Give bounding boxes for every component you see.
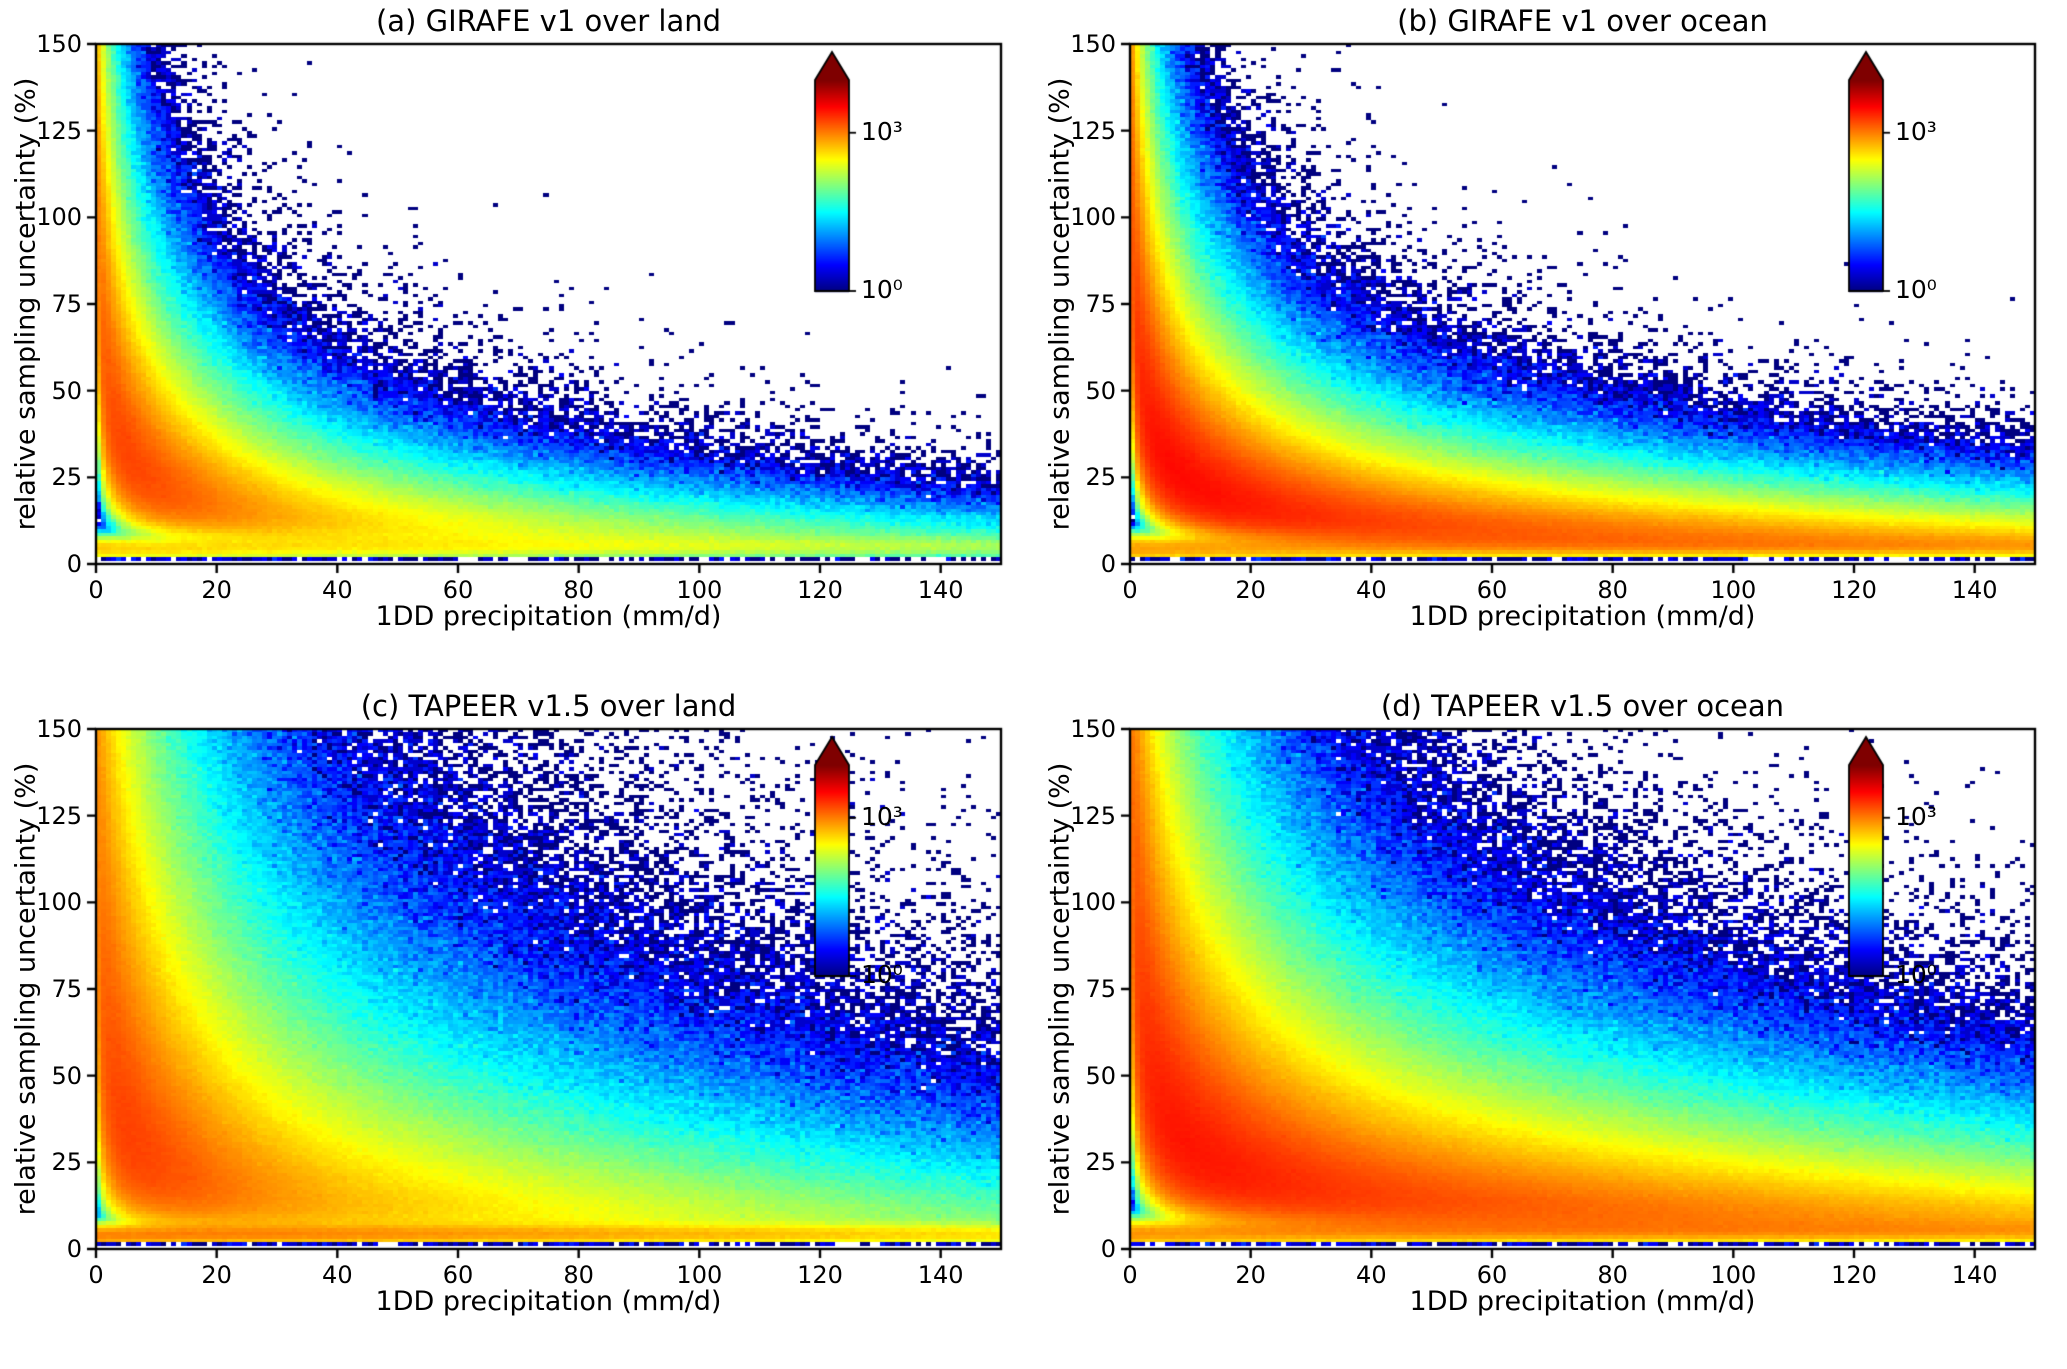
panel-d-y-axis-label: relative sampling uncertainty (%) xyxy=(1044,762,1076,1216)
colorbar-tick-label-bottom: 10⁰ xyxy=(1895,960,1937,989)
x-tick-label: 40 xyxy=(1356,576,1387,604)
panel-c-title: (c) TAPEER v1.5 over land xyxy=(360,689,737,723)
panel-a-density-canvas xyxy=(0,0,1033,684)
y-tick-label: 50 xyxy=(1085,1061,1116,1090)
x-tick-label: 20 xyxy=(1235,1261,1266,1289)
panel-a: (a) GIRAFE v1 over land relative samplin… xyxy=(0,0,1033,684)
colorbar-tick-label-bottom: 10⁰ xyxy=(1895,275,1937,304)
y-tick-label: 125 xyxy=(36,116,82,145)
y-tick-label: 0 xyxy=(1100,1235,1116,1263)
x-tick-label: 100 xyxy=(676,1261,723,1289)
x-tick-label: 100 xyxy=(1710,1261,1757,1289)
y-tick-label: 75 xyxy=(51,290,82,318)
x-tick-label: 60 xyxy=(442,1261,474,1289)
y-tick-label: 150 xyxy=(36,715,82,743)
x-tick-label: 60 xyxy=(442,576,474,604)
x-tick-label: 100 xyxy=(1710,576,1757,604)
colorbar-tick-label-bottom: 10⁰ xyxy=(861,960,903,989)
y-tick-label: 25 xyxy=(1085,463,1116,492)
y-tick-label: 125 xyxy=(1070,116,1116,145)
x-tick-label: 60 xyxy=(1476,576,1508,604)
panel-a-x-axis-label: 1DD precipitation (mm/d) xyxy=(375,601,722,632)
panel-d-x-axis-label: 1DD precipitation (mm/d) xyxy=(1409,1286,1756,1317)
x-tick-label: 80 xyxy=(1597,1261,1628,1289)
y-tick-label: 125 xyxy=(1070,801,1116,830)
y-tick-label: 150 xyxy=(36,30,82,58)
colorbar-tick-label-top: 10³ xyxy=(1895,116,1937,146)
x-tick-label: 0 xyxy=(1122,576,1138,604)
colorbar-tick-label-top: 10³ xyxy=(861,116,903,146)
x-tick-label: 40 xyxy=(322,1261,353,1289)
x-tick-label: 80 xyxy=(563,576,594,604)
panel-b-y-axis-label: relative sampling uncertainty (%) xyxy=(1044,77,1076,531)
panel-a-title: (a) GIRAFE v1 over land xyxy=(375,4,721,38)
x-tick-label: 120 xyxy=(797,1261,843,1289)
panel-b: (b) GIRAFE v1 over ocean relative sampli… xyxy=(1034,0,2067,684)
y-tick-label: 0 xyxy=(66,1235,82,1263)
panel-b-title: (b) GIRAFE v1 over ocean xyxy=(1397,4,1768,38)
y-tick-label: 150 xyxy=(1070,715,1116,743)
x-tick-label: 20 xyxy=(1235,576,1266,604)
y-tick-label: 0 xyxy=(1100,550,1116,578)
x-tick-label: 40 xyxy=(322,576,353,604)
x-tick-label: 120 xyxy=(1831,576,1877,604)
x-tick-label: 80 xyxy=(1597,576,1628,604)
y-tick-label: 0 xyxy=(66,550,82,578)
x-tick-label: 80 xyxy=(563,1261,594,1289)
x-tick-label: 140 xyxy=(1951,1261,1998,1289)
x-tick-label: 120 xyxy=(1831,1261,1877,1289)
y-tick-label: 75 xyxy=(1085,975,1116,1003)
panel-c-density-canvas xyxy=(0,685,1033,1369)
x-tick-label: 20 xyxy=(201,576,232,604)
colorbar-tick-label-top: 10³ xyxy=(861,801,903,831)
y-tick-label: 50 xyxy=(51,376,82,405)
panel-d-density-canvas xyxy=(1034,685,2067,1369)
y-tick-label: 100 xyxy=(1070,888,1116,917)
x-tick-label: 0 xyxy=(88,576,104,604)
y-tick-label: 25 xyxy=(51,1148,82,1177)
panel-b-density-canvas xyxy=(1034,0,2067,684)
panel-d: (d) TAPEER v1.5 over ocean relative samp… xyxy=(1034,685,2067,1369)
y-tick-label: 25 xyxy=(51,463,82,492)
x-tick-label: 0 xyxy=(1122,1261,1138,1289)
x-tick-label: 140 xyxy=(917,576,964,604)
x-tick-label: 20 xyxy=(201,1261,232,1289)
x-tick-label: 140 xyxy=(917,1261,964,1289)
colorbar-tick-label-top: 10³ xyxy=(1895,801,1937,831)
panel-d-title: (d) TAPEER v1.5 over ocean xyxy=(1380,689,1785,723)
x-tick-label: 100 xyxy=(676,576,723,604)
colorbar-tick-label-bottom: 10⁰ xyxy=(861,275,903,304)
y-tick-label: 125 xyxy=(36,801,82,830)
y-tick-label: 75 xyxy=(51,975,82,1003)
x-tick-label: 140 xyxy=(1951,576,1998,604)
y-tick-label: 100 xyxy=(1070,203,1116,232)
y-tick-label: 100 xyxy=(36,888,82,917)
x-tick-label: 0 xyxy=(88,1261,104,1289)
y-tick-label: 25 xyxy=(1085,1148,1116,1177)
y-tick-label: 50 xyxy=(51,1061,82,1090)
x-tick-label: 60 xyxy=(1476,1261,1508,1289)
panel-c: (c) TAPEER v1.5 over land relative sampl… xyxy=(0,685,1033,1369)
x-tick-label: 120 xyxy=(797,576,843,604)
y-tick-label: 50 xyxy=(1085,376,1116,405)
panel-c-y-axis-label: relative sampling uncertainty (%) xyxy=(10,762,42,1216)
y-tick-label: 100 xyxy=(36,203,82,232)
x-tick-label: 40 xyxy=(1356,1261,1387,1289)
y-tick-label: 75 xyxy=(1085,290,1116,318)
y-tick-label: 150 xyxy=(1070,30,1116,58)
panel-a-y-axis-label: relative sampling uncertainty (%) xyxy=(10,77,42,531)
panel-c-x-axis-label: 1DD precipitation (mm/d) xyxy=(375,1286,722,1317)
panel-b-x-axis-label: 1DD precipitation (mm/d) xyxy=(1409,601,1756,632)
